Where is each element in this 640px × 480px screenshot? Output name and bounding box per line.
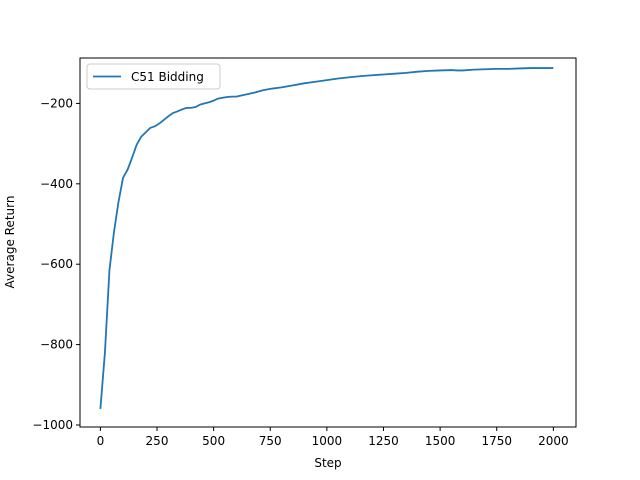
axis-ticks: 0 250 500 750 1000 1250 1500 1750 2000 −1000 −800 −… [32,96,568,448]
x-tick-label: 1000 [312,434,343,448]
y-tick-label: −600 [40,257,73,271]
x-axis-label: Step [314,456,341,470]
x-tick-label: 2000 [538,434,569,448]
x-tick-label: 500 [202,434,225,448]
legend: C51 Bidding [86,63,221,90]
legend-label-c51-bidding: C51 Bidding [131,70,204,84]
x-tick-label: 250 [146,434,169,448]
x-tick-label: 750 [259,434,282,448]
plot-area [99,67,554,409]
y-tick-label: −800 [40,338,73,352]
series-line-c51-bidding [99,67,554,409]
y-tick-label: −200 [40,96,73,110]
legend-box [86,63,221,90]
x-tick-label: 1500 [425,434,456,448]
x-tick-label: 1250 [368,434,399,448]
y-axis-label: Average Return [3,196,17,289]
x-tick-label: 0 [97,434,105,448]
axes-frame [79,57,577,428]
y-tick-label: −400 [40,177,73,191]
x-tick-label: 1750 [481,434,512,448]
y-tick-label: −1000 [32,418,73,432]
